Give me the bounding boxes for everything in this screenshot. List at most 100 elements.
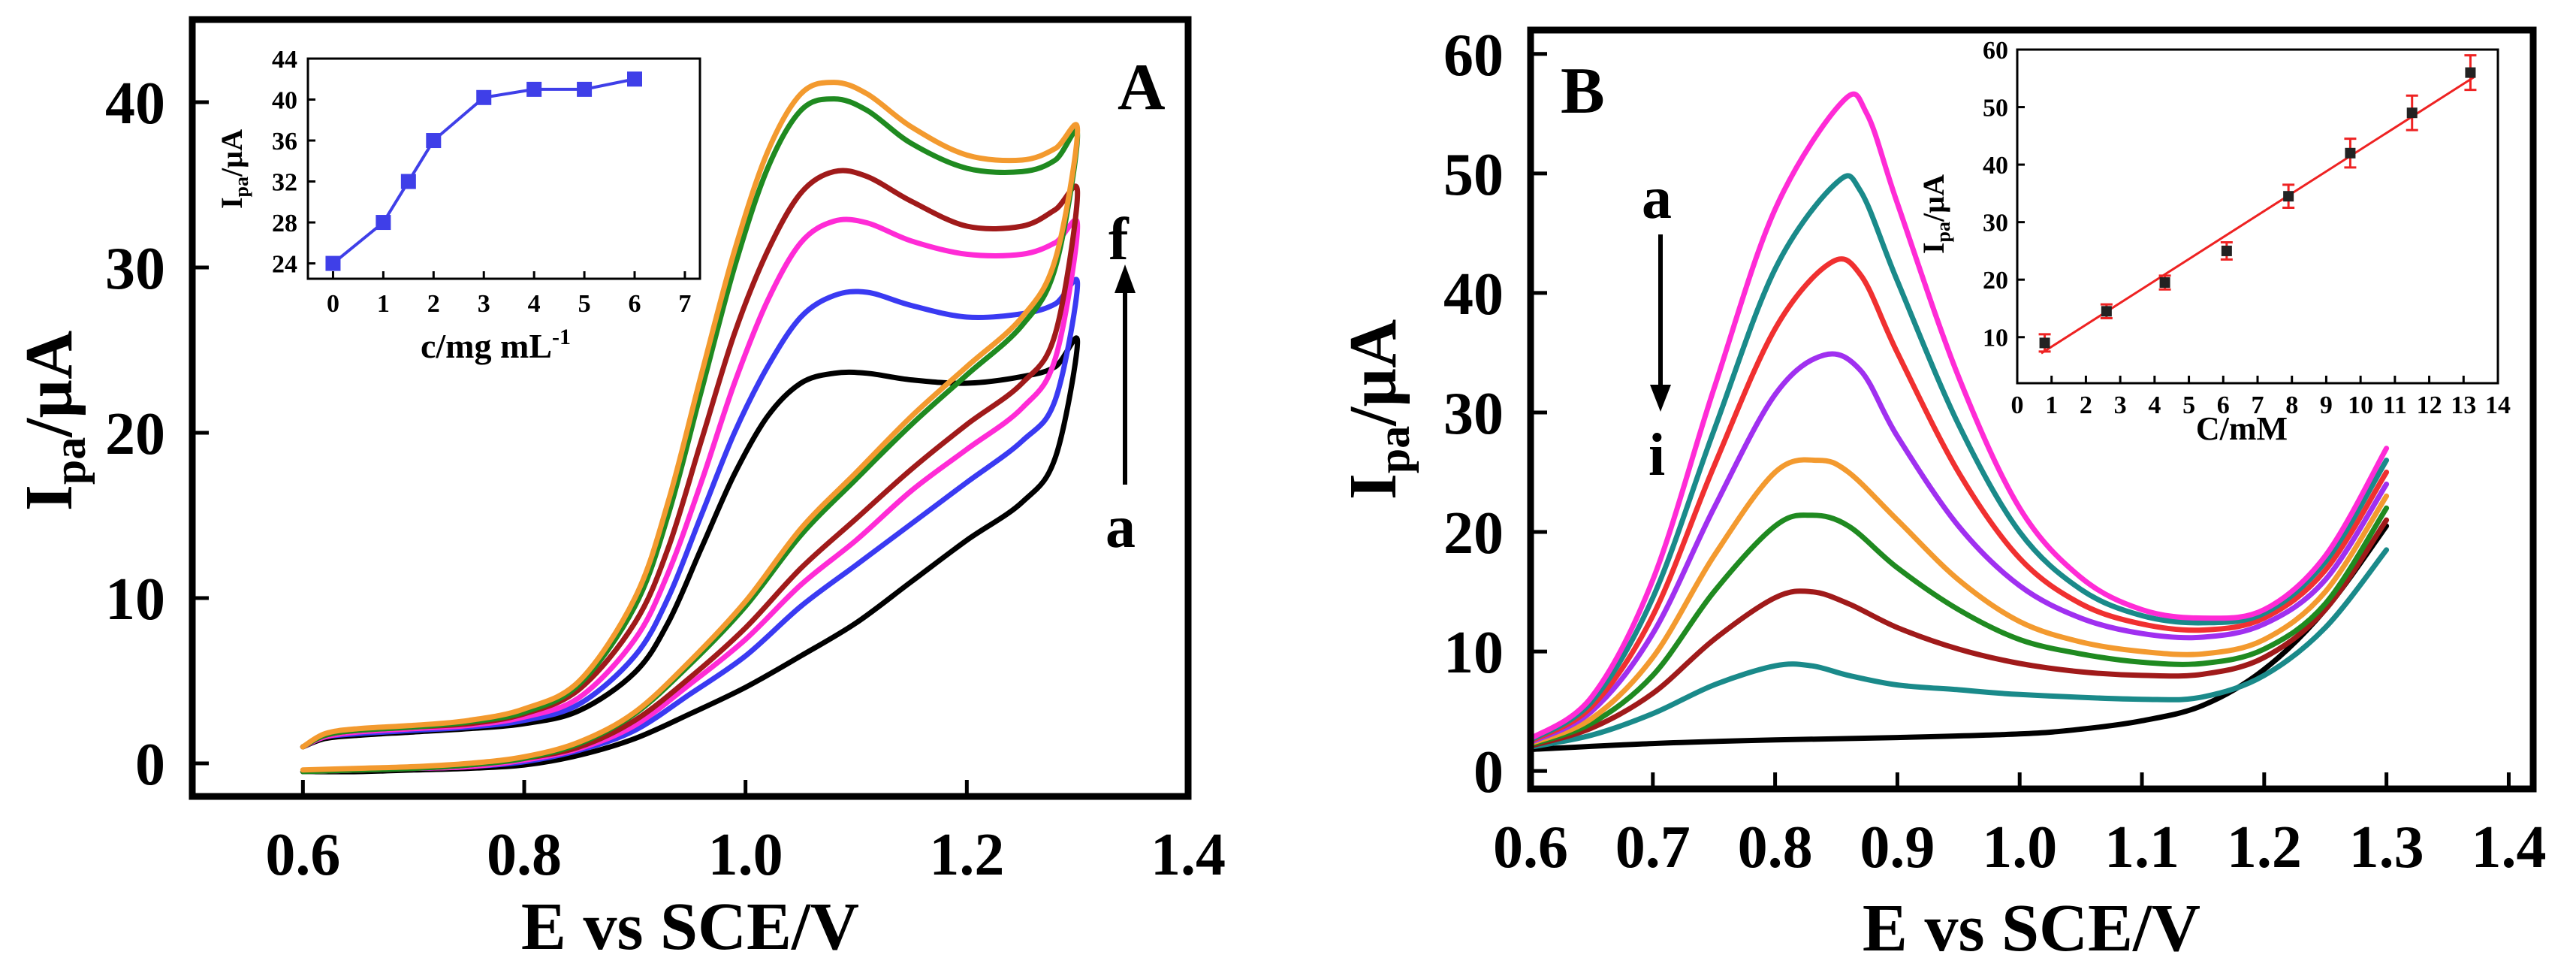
panel-a-arrow-label-bottom: a [1106, 494, 1136, 561]
panel-b-y-axis-label: Ipa/µA [1336, 319, 1419, 500]
inset-a-marker [476, 89, 492, 105]
panel-a-arrow-label-top: f [1109, 207, 1130, 273]
x-tick-label: 1.2 [2227, 814, 2302, 881]
inset-b-series [2038, 54, 2477, 355]
inset-b-x-axis-label: C/mM [2196, 410, 2288, 447]
y-tick-label: 40 [272, 86, 297, 114]
inset-b-marker [2039, 337, 2050, 349]
y-tick-label: 40 [105, 71, 165, 137]
y-tick-label: 50 [1983, 94, 2008, 122]
x-tick-label: 0.6 [1493, 814, 1568, 881]
x-tick-label: 5 [2182, 391, 2195, 419]
x-tick-label: 1.4 [1151, 822, 1226, 888]
inset-a-marker [325, 255, 341, 271]
panel-a-y-ticks: 0 10 20 30 40 [105, 71, 209, 798]
y-tick-label: 40 [1443, 261, 1504, 328]
y-tick-label: 20 [105, 401, 165, 467]
x-tick-label: 13 [2451, 391, 2476, 419]
inset-a-y-ticks: 24 28 32 36 40 44 [272, 46, 315, 278]
panel-a-letter: A [1118, 51, 1166, 124]
x-tick-label: 1.3 [2349, 814, 2424, 881]
dpv-curve-7 [1528, 256, 2390, 744]
inset-b-marker [2406, 107, 2418, 119]
inset-a-marker [400, 174, 416, 189]
y-tick-label: 40 [1983, 152, 2008, 180]
y-tick-label: 10 [1443, 620, 1504, 686]
panel-b-x-axis-label: E vs SCE/V [1863, 891, 2200, 965]
panel-b-arrow-label-bottom: i [1648, 422, 1665, 488]
x-tick-label: 1.4 [2471, 814, 2546, 881]
inset-b-marker [2101, 306, 2112, 317]
panel-b-y-ticks: 0 10 20 30 40 50 60 [1443, 23, 1547, 805]
panel-b: 0.6 0.7 0.8 0.9 1.0 1.1 1.2 1.3 1.4 010203040506… [1336, 23, 2546, 965]
y-tick-label: 60 [1443, 23, 1504, 89]
y-tick-label: 60 [1983, 37, 2008, 65]
x-tick-label: 1.2 [929, 822, 1004, 888]
y-tick-label: 0 [135, 732, 165, 798]
y-tick-label: 28 [272, 210, 297, 237]
x-tick-label: 0 [2011, 391, 2024, 419]
inset-b-fit-line [2041, 76, 2475, 355]
x-tick-label: 6 [2217, 391, 2230, 419]
x-tick-label: 1 [2045, 391, 2058, 419]
cv-curve-c [300, 216, 1081, 775]
x-tick-label: 1.0 [708, 822, 783, 888]
inset-a-marker [426, 133, 442, 149]
dpv-curve-4 [1528, 505, 2390, 748]
panel-a-x-ticks: 0.6 0.8 1.0 1.2 1.4 [265, 780, 1226, 888]
x-tick-label: 11 [2383, 391, 2407, 419]
panel-b-letter: B [1561, 55, 1605, 128]
y-tick-label: 10 [105, 567, 165, 633]
panel-b-x-ticks: 0.6 0.7 0.8 0.9 1.0 1.1 1.2 1.3 1.4 [1493, 772, 2546, 881]
inset-a-x-axis-label: c/mg mL-1 [421, 325, 571, 365]
dpv-curve-9 [1528, 91, 2390, 742]
y-tick-label: 30 [105, 236, 165, 302]
x-tick-label: 1 [377, 290, 390, 318]
dpv-curve-6 [1528, 351, 2390, 745]
x-tick-label: 2 [427, 290, 440, 318]
panel-b-arrow [1650, 234, 1671, 412]
inset-a-marker [376, 215, 391, 231]
x-tick-label: 7 [678, 290, 691, 318]
y-tick-label: 10 [1983, 325, 2008, 352]
x-tick-label: 10 [2348, 391, 2373, 419]
inset-b-marker [2345, 147, 2356, 159]
y-tick-label: 30 [1443, 381, 1504, 447]
y-tick-label: 24 [272, 250, 297, 278]
x-tick-label: 4 [2148, 391, 2161, 419]
x-tick-label: 0 [327, 290, 339, 318]
panel-a-arrow [1115, 264, 1136, 485]
inset-b-marker [2283, 191, 2294, 202]
y-tick-label: 20 [1983, 267, 2008, 295]
inset-a-frame [306, 57, 701, 280]
x-tick-label: 1.1 [2104, 814, 2179, 881]
inset-a-series [325, 71, 642, 271]
x-tick-label: 4 [528, 290, 541, 318]
inset-b-marker [2159, 277, 2170, 289]
dpv-curve-8 [1528, 173, 2390, 743]
panel-b-frame [1527, 26, 2537, 793]
x-tick-label: 5 [578, 290, 591, 318]
x-tick-label: 3 [478, 290, 490, 318]
panel-b-arrow-label-top: a [1642, 165, 1672, 231]
dpv-curve-5 [1528, 457, 2390, 747]
panel-b-curves [1528, 91, 2390, 752]
y-tick-label: 0 [1474, 739, 1504, 805]
cv-curve-f [300, 80, 1081, 773]
y-tick-label: 44 [272, 46, 297, 74]
y-tick-label: 50 [1443, 142, 1504, 208]
x-tick-label: 2 [2080, 391, 2092, 419]
panel-a-inset: 0 1 2 3 4 5 6 7 24 28 32 36 40 44 c/mg mL-1 Ipa/µA [215, 46, 701, 365]
cv-curve-d [300, 168, 1081, 775]
panel-a-y-axis-label: Ipa/µA [12, 331, 95, 511]
cv-curve-a [300, 335, 1081, 775]
inset-b-y-axis-label: Ipa/µA [1917, 174, 1954, 254]
y-tick-label: 30 [1983, 210, 2008, 237]
inset-a-y-axis-label: Ipa/µA [215, 129, 252, 209]
inset-a-marker [577, 81, 593, 97]
x-tick-label: 0.9 [1860, 814, 1935, 881]
inset-a-x-ticks: 0 1 2 3 4 5 6 7 [327, 271, 691, 318]
